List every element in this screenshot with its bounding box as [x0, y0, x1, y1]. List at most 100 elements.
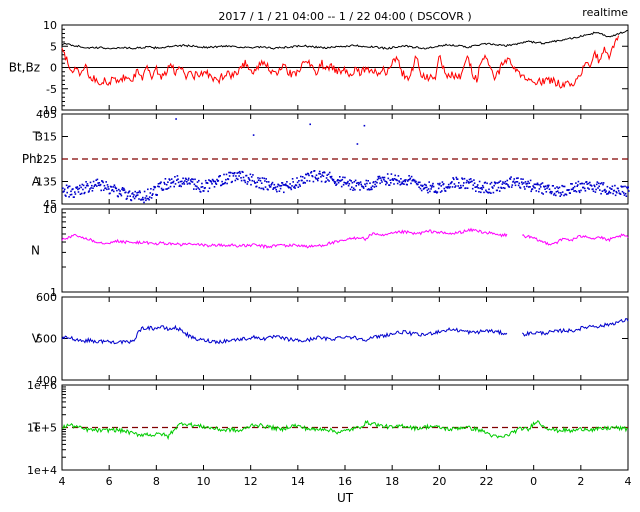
data-point [135, 195, 137, 198]
data-point [378, 175, 381, 178]
data-point [522, 178, 524, 180]
data-point [587, 182, 590, 185]
data-point [293, 186, 295, 189]
data-point [609, 187, 611, 189]
xtick-label: 4 [625, 475, 632, 488]
data-point [393, 183, 395, 185]
data-point [546, 187, 548, 190]
data-point [602, 182, 605, 184]
xtick-label: 10 [197, 475, 211, 488]
data-point [424, 183, 426, 186]
data-point [606, 185, 609, 188]
data-point [617, 190, 620, 192]
data-point [136, 192, 138, 194]
data-point [268, 184, 271, 187]
data-point [96, 185, 98, 187]
data-point [527, 186, 530, 188]
data-point [92, 180, 95, 183]
data-point [184, 180, 186, 182]
data-point [570, 183, 572, 185]
data-point [485, 189, 487, 192]
chart-title: 2017 / 1 / 21 04:00 -- 1 / 22 04:00 ( DS… [218, 10, 471, 23]
data-point [398, 181, 401, 183]
data-point [168, 178, 170, 180]
data-point [362, 187, 365, 189]
data-point [504, 187, 506, 190]
data-point [211, 178, 214, 181]
data-point [69, 194, 72, 196]
data-point [472, 184, 475, 186]
data-point [172, 180, 175, 183]
data-point [447, 183, 450, 186]
data-point [611, 185, 614, 188]
data-point [477, 187, 480, 189]
data-point [145, 195, 148, 197]
data-point [257, 177, 259, 179]
data-point [174, 183, 177, 185]
data-point [347, 180, 349, 183]
data-point [273, 183, 276, 186]
data-point [469, 181, 471, 183]
data-point [240, 177, 242, 179]
data-point [466, 187, 469, 189]
data-point [498, 181, 500, 183]
data-point [515, 177, 518, 180]
data-point [468, 178, 471, 181]
data-point [624, 192, 627, 195]
data-point [303, 177, 306, 179]
data-point [315, 174, 318, 176]
data-point [443, 187, 446, 190]
data-point [611, 188, 613, 190]
data-point [391, 178, 394, 180]
data-point [179, 184, 181, 187]
data-point [473, 179, 475, 181]
data-point [128, 190, 131, 192]
data-point [340, 185, 343, 188]
data-point [78, 187, 80, 190]
data-point [405, 179, 407, 181]
data-point [260, 182, 263, 184]
data-point [238, 170, 241, 173]
data-point [544, 185, 547, 187]
data-point [400, 178, 402, 180]
data-point [125, 191, 127, 194]
data-point [147, 188, 149, 191]
data-point [622, 185, 624, 188]
data-point [157, 183, 160, 185]
data-point [180, 185, 182, 188]
data-point [194, 178, 196, 181]
data-point [519, 187, 522, 189]
data-point [191, 178, 193, 180]
data-point [197, 187, 199, 189]
data-point [132, 196, 135, 198]
data-point [574, 190, 577, 192]
data-point [375, 185, 378, 188]
data-point [236, 172, 238, 174]
data-point [310, 171, 313, 173]
data-point [87, 191, 90, 193]
data-point [206, 182, 209, 184]
data-point [214, 180, 216, 183]
realtime-label: realtime [582, 6, 628, 19]
data-point [280, 184, 283, 187]
data-point [329, 176, 332, 178]
data-point [597, 182, 600, 185]
xtick-label: 8 [153, 475, 160, 488]
data-point [555, 191, 558, 193]
data-point [465, 181, 468, 184]
data-point [544, 188, 546, 190]
data-point [198, 179, 200, 182]
data-point [453, 183, 456, 185]
data-point [139, 191, 141, 194]
data-point [299, 185, 301, 187]
data-point [67, 187, 69, 189]
data-point [223, 173, 225, 176]
ytick-label: 400 [36, 374, 57, 387]
data-point [250, 183, 252, 186]
data-point [420, 189, 423, 192]
data-point [87, 184, 89, 187]
data-point [225, 178, 227, 181]
data-point [476, 185, 478, 188]
data-point [521, 181, 523, 183]
